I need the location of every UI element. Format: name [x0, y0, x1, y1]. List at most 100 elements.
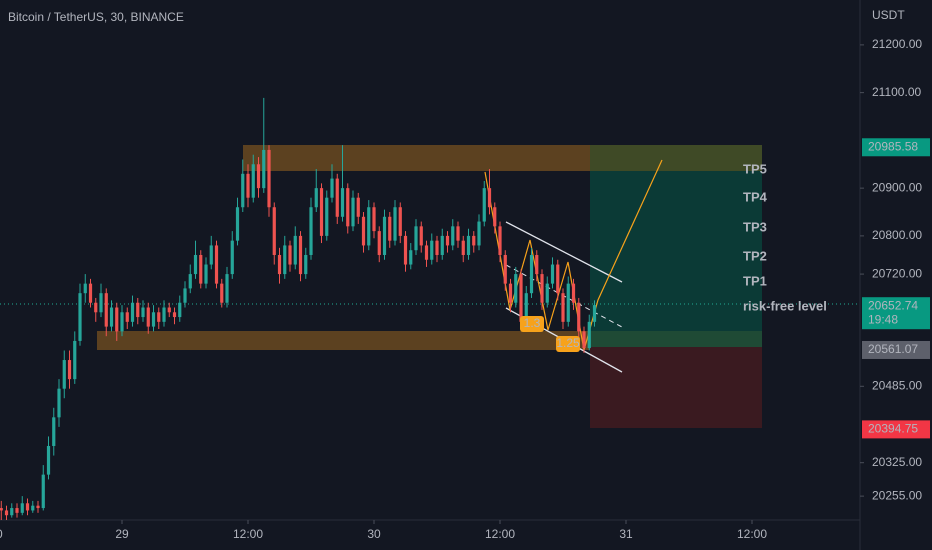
axis-unit: USDT: [872, 8, 905, 22]
candle-body: [272, 207, 276, 255]
candle-body: [130, 302, 135, 322]
candle-body: [235, 207, 240, 241]
tp-label: TP5: [743, 161, 767, 176]
candle-body: [46, 445, 51, 475]
candle-body: [204, 264, 208, 284]
candle-body: [0, 508, 3, 511]
support-zone: [97, 331, 590, 350]
x-tick-label: 12:00: [233, 527, 263, 541]
candle-body: [419, 226, 423, 246]
candle-body: [4, 510, 9, 516]
candle-body: [346, 188, 350, 227]
candle-body: [99, 293, 103, 313]
candle-body: [241, 173, 245, 208]
candle-body: [146, 307, 150, 327]
candle-body: [424, 245, 429, 260]
candle-body: [109, 307, 114, 327]
candle-body: [319, 188, 324, 236]
candle-body: [183, 288, 187, 303]
candle-body: [25, 503, 30, 511]
candle-body: [514, 274, 518, 303]
candle-body: [41, 474, 45, 509]
fib-label: 1.3: [524, 316, 541, 330]
candle-body: [571, 283, 576, 303]
candle-body: [267, 149, 271, 208]
candle-body: [482, 188, 486, 222]
stop-box: [590, 347, 762, 428]
x-tick-label: 31: [619, 527, 633, 541]
candle-body: [220, 283, 224, 303]
candle-body: [540, 274, 544, 303]
candle-body: [508, 283, 513, 303]
candle-body: [125, 312, 129, 322]
y-tick-label: 20720.00: [872, 266, 922, 280]
resistance-zone: [243, 145, 590, 171]
x-tick-label: 29: [115, 527, 129, 541]
candle-body: [592, 305, 597, 322]
candle-body: [136, 302, 140, 318]
candle-body: [230, 240, 234, 275]
drawings: [0, 0, 861, 550]
candle-body: [151, 312, 156, 327]
y-tick-label: 21200.00: [872, 37, 922, 51]
candle-body: [178, 302, 182, 318]
candle-body: [388, 216, 392, 241]
candle-body: [188, 274, 192, 289]
candle-body: [377, 231, 381, 255]
candle-body: [309, 207, 313, 255]
candle-body: [57, 388, 61, 418]
target-box: [590, 145, 762, 347]
candle-body: [167, 307, 171, 313]
tp-label: TP3: [743, 219, 767, 234]
price-tag: [862, 340, 930, 359]
candle-body: [251, 164, 255, 198]
x-tick-label: 30: [367, 527, 381, 541]
price-tag: [862, 420, 930, 439]
candle-body: [440, 235, 444, 255]
candle-body: [293, 235, 297, 265]
candle-body: [587, 321, 591, 349]
candle-body: [529, 254, 534, 294]
candle-body: [193, 254, 198, 275]
candle-body: [561, 293, 565, 322]
candle-body: [550, 264, 555, 284]
price-tag-label: 20652.74: [868, 298, 918, 312]
candle-body: [298, 235, 303, 275]
candle-body: [535, 254, 539, 275]
tp-label: risk-free level: [743, 298, 827, 313]
fib-badge: [520, 316, 544, 332]
candle-body: [545, 283, 549, 303]
candle-body: [430, 240, 434, 260]
price-tag: [862, 138, 930, 157]
candle-body: [256, 164, 261, 189]
candle-body: [209, 245, 213, 265]
candle-body: [498, 226, 502, 255]
fib-badge: [556, 336, 580, 352]
candle-body: [199, 254, 203, 284]
candle-body: [67, 360, 72, 380]
candle-body: [157, 312, 161, 322]
candle-body: [493, 207, 497, 227]
candle-body: [162, 307, 166, 322]
candle-body: [304, 254, 308, 275]
candle-body: [582, 331, 586, 349]
y-tick-label: 21100.00: [872, 85, 921, 99]
price-tag-label: 20561.07: [868, 342, 918, 356]
candle-body: [451, 226, 455, 246]
price-tag-label: 20985.58: [868, 139, 918, 153]
candle-body: [414, 226, 418, 251]
fib-label: 1.25: [556, 336, 580, 350]
candle-body: [487, 188, 492, 208]
candle-body: [283, 245, 287, 275]
candle-body: [15, 508, 19, 513]
candle-body: [566, 283, 570, 322]
x-tick-label: 00: [0, 527, 3, 541]
candle-body: [398, 207, 402, 236]
candle-body: [556, 264, 560, 294]
candle-body: [262, 149, 266, 189]
candle-body: [335, 178, 339, 217]
candle-body: [330, 178, 334, 198]
candle-body: [524, 293, 528, 322]
countdown: 19:48: [868, 312, 898, 326]
price-tag-label: 20394.75: [868, 422, 918, 436]
